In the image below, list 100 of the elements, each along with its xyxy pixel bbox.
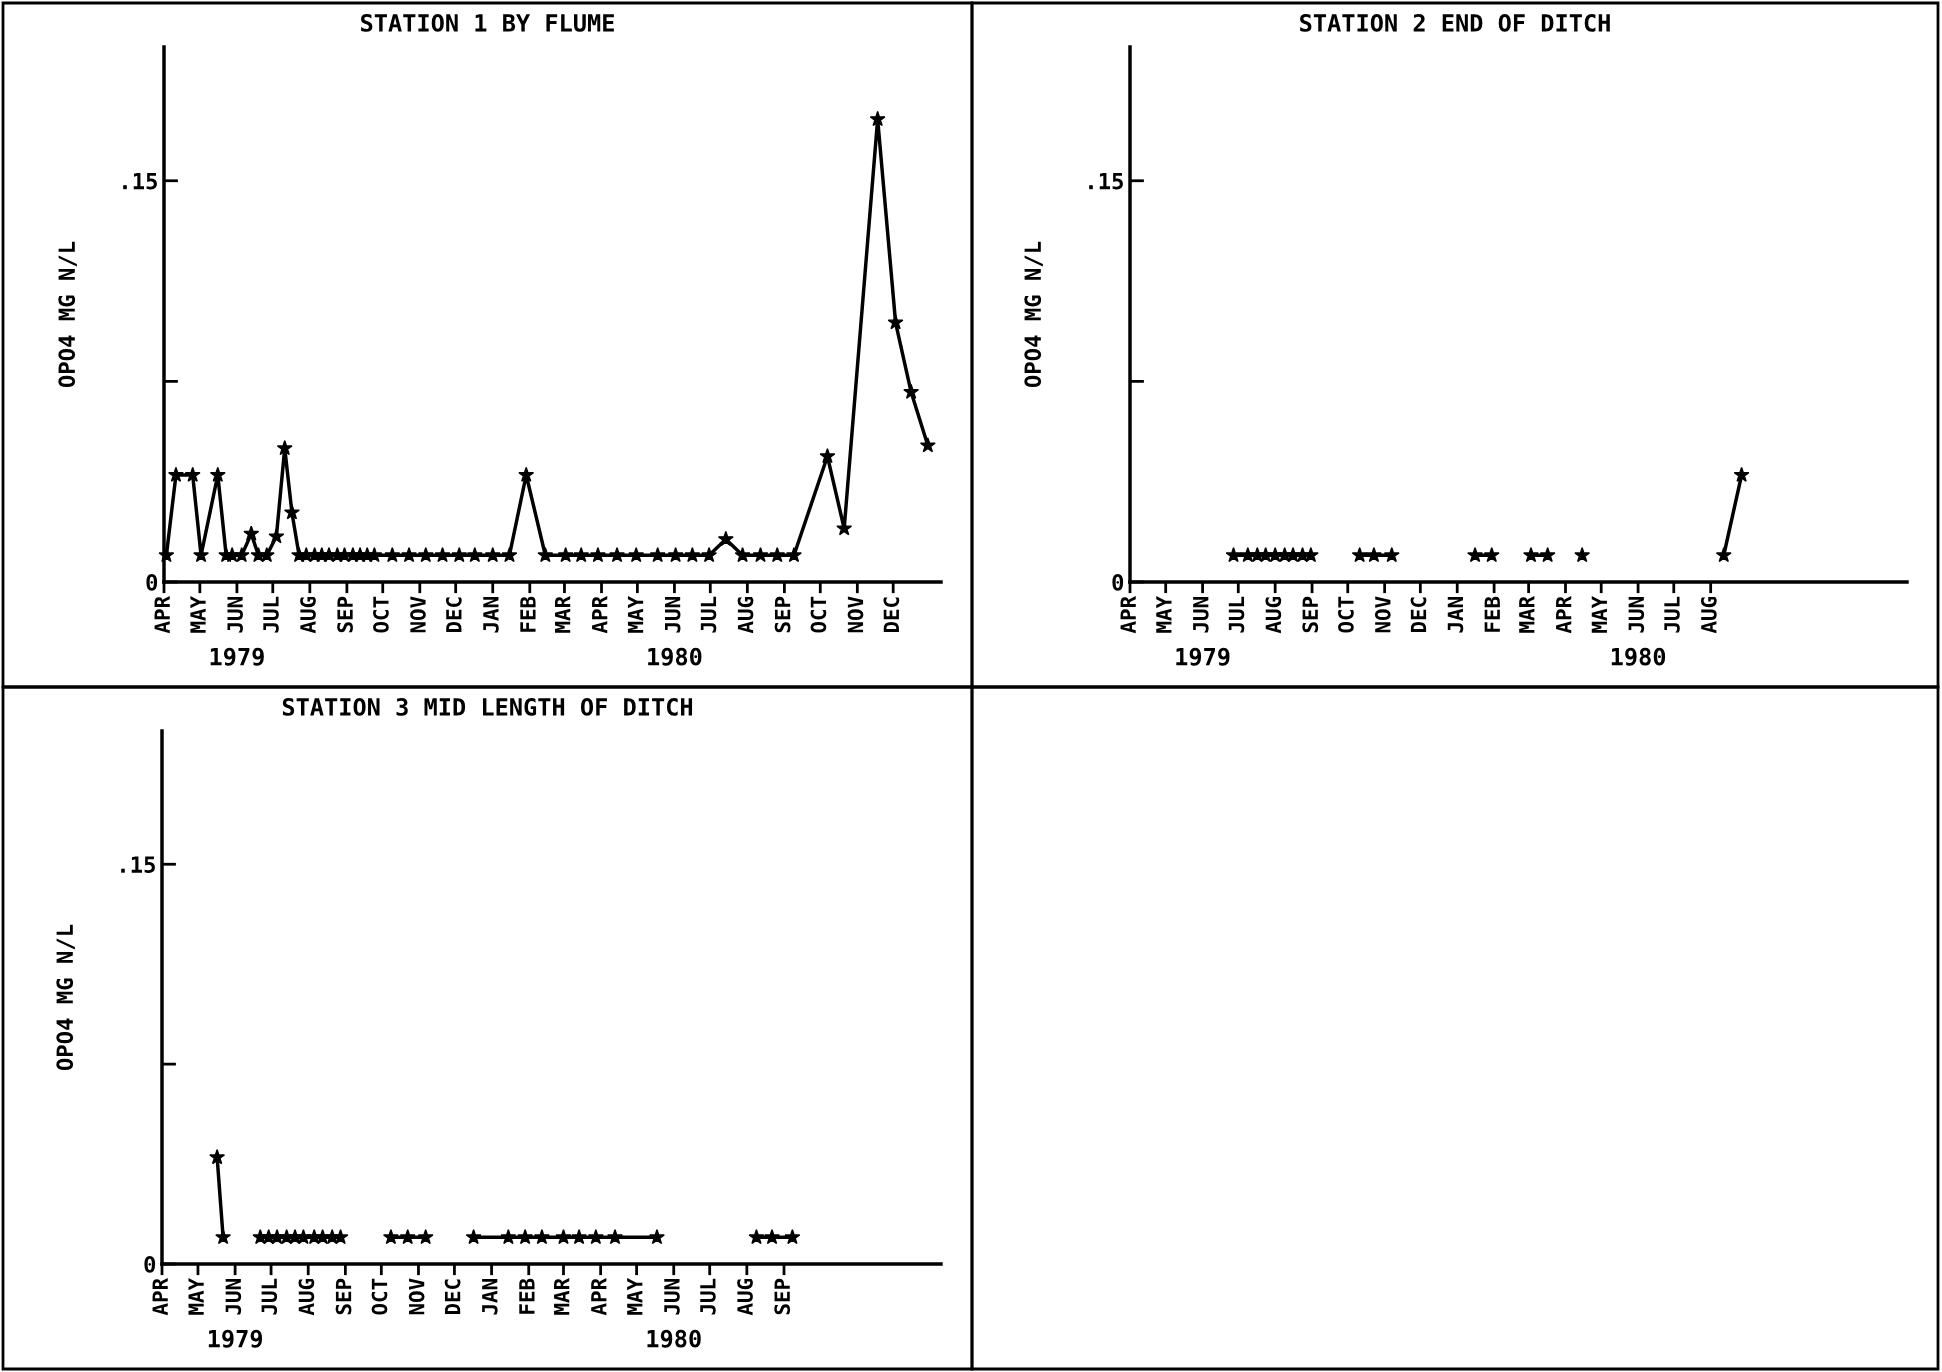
x-tick-label: MAR (1519, 595, 1535, 633)
text: 1980 (1611, 647, 1666, 666)
point (209, 466, 226, 482)
x-tick-label: JUL (1228, 596, 1245, 633)
y-tick-label: .15 (123, 172, 157, 190)
point (233, 546, 250, 563)
x-tick-label: MAY (1156, 595, 1172, 633)
y-tick-label: 0 (146, 573, 158, 591)
y-tick-label: 0 (144, 1255, 156, 1273)
x-tick-label: SEP (335, 1278, 352, 1315)
x-tick-label: JUN (225, 1279, 242, 1315)
point (769, 546, 786, 563)
x-tick-label: JUL (261, 1278, 278, 1315)
point (466, 546, 483, 563)
x-tick-label: NOV (410, 596, 426, 633)
x-tick-label: OCT (1338, 596, 1354, 633)
x-tick-label: APR (152, 1277, 168, 1316)
x-tick-label: MAY (627, 595, 644, 633)
point (401, 546, 418, 563)
point (518, 466, 535, 482)
x-tick-label: JAN (1447, 597, 1464, 633)
x-tick-label: JUL (700, 1278, 716, 1315)
point (557, 546, 574, 563)
text: 1980 (648, 647, 702, 666)
x-tick-label: DEC (445, 597, 462, 633)
point (887, 314, 904, 330)
chart-title: STATION 1 BY FLUME (361, 13, 614, 32)
x-tick-label: MAY (1591, 595, 1607, 633)
x-tick-label: AUG (737, 596, 754, 634)
point (243, 525, 260, 541)
x-tick-label: JUL (700, 596, 717, 633)
point (283, 504, 300, 520)
x-tick-label: APR (1556, 595, 1572, 634)
point (268, 528, 285, 544)
point (869, 110, 886, 127)
point (276, 439, 293, 456)
point (649, 546, 666, 563)
x-tick-label: DEC (1410, 597, 1427, 633)
x-tick-label: APR (591, 1277, 607, 1316)
x-tick-label: MAY (188, 1277, 204, 1315)
x-tick-label: AUG (1265, 596, 1282, 634)
y-axis-title: OPO4 MG N/L (56, 924, 75, 1071)
point (628, 546, 645, 563)
x-tick-label: NOV (408, 1278, 425, 1315)
y-axis-title: OPO4 MG N/L (1024, 241, 1043, 388)
x-tick-label: JUN (1193, 597, 1209, 633)
x-tick-label: OCT (373, 596, 389, 633)
x-tick-label: FEB (520, 596, 536, 632)
point (451, 546, 468, 563)
point (384, 546, 401, 563)
point (919, 437, 936, 453)
x-tick-label: APR (592, 595, 608, 634)
point (184, 466, 201, 482)
x-tick-label: AUG (1700, 596, 1717, 634)
chart-title: STATION 2 END OF DITCH (1300, 13, 1610, 32)
point (684, 546, 701, 563)
text: 1979 (210, 647, 264, 666)
y-tick-label: 0 (1112, 573, 1124, 591)
point (819, 447, 836, 464)
point (609, 546, 626, 563)
x-tick-label: JUL (1664, 596, 1680, 633)
point (667, 546, 684, 563)
text: 1979 (208, 1329, 263, 1348)
point (786, 546, 802, 563)
x-tick-label: FEB (519, 1278, 535, 1314)
x-tick-label: AUG (298, 1278, 315, 1316)
point (501, 546, 518, 563)
x-tick-label: SEP (1302, 596, 1319, 633)
point (701, 546, 718, 563)
point (734, 546, 751, 563)
text: 1979 (1176, 647, 1230, 666)
point (484, 546, 501, 563)
x-tick-label: JUN (664, 597, 681, 633)
point (434, 546, 451, 563)
y-tick-label: .15 (121, 856, 155, 874)
x-tick-label: NOV (1374, 596, 1391, 633)
x-tick-label: AUG (737, 1278, 753, 1316)
y-axis-title: OPO4 MG N/L (58, 241, 77, 388)
x-tick-label: JUN (664, 1279, 680, 1315)
x-tick-label: DEC (883, 597, 900, 633)
point (258, 546, 275, 563)
x-tick-label: JAN (482, 1279, 498, 1315)
x-tick-label: SEP (774, 1278, 791, 1315)
x-tick-label: MAY (627, 1277, 643, 1315)
x-tick-label: SEP (337, 596, 353, 633)
x-tick-label: NOV (847, 596, 864, 633)
x-tick-label: JUN (227, 597, 243, 633)
point (167, 466, 184, 482)
x-tick-label: OCT (810, 596, 827, 633)
x-tick-label: FEB (1484, 596, 1500, 632)
point (537, 546, 554, 563)
text: 1980 (647, 1329, 701, 1348)
y-tick-label: .15 (1089, 172, 1123, 190)
x-tick-label: AUG (300, 596, 316, 634)
x-tick-label: JUN (1628, 597, 1645, 633)
point (573, 546, 590, 563)
x-tick-label: MAR (555, 595, 571, 633)
x-tick-label: APR (1120, 595, 1136, 634)
point (903, 383, 920, 399)
point (589, 546, 606, 563)
